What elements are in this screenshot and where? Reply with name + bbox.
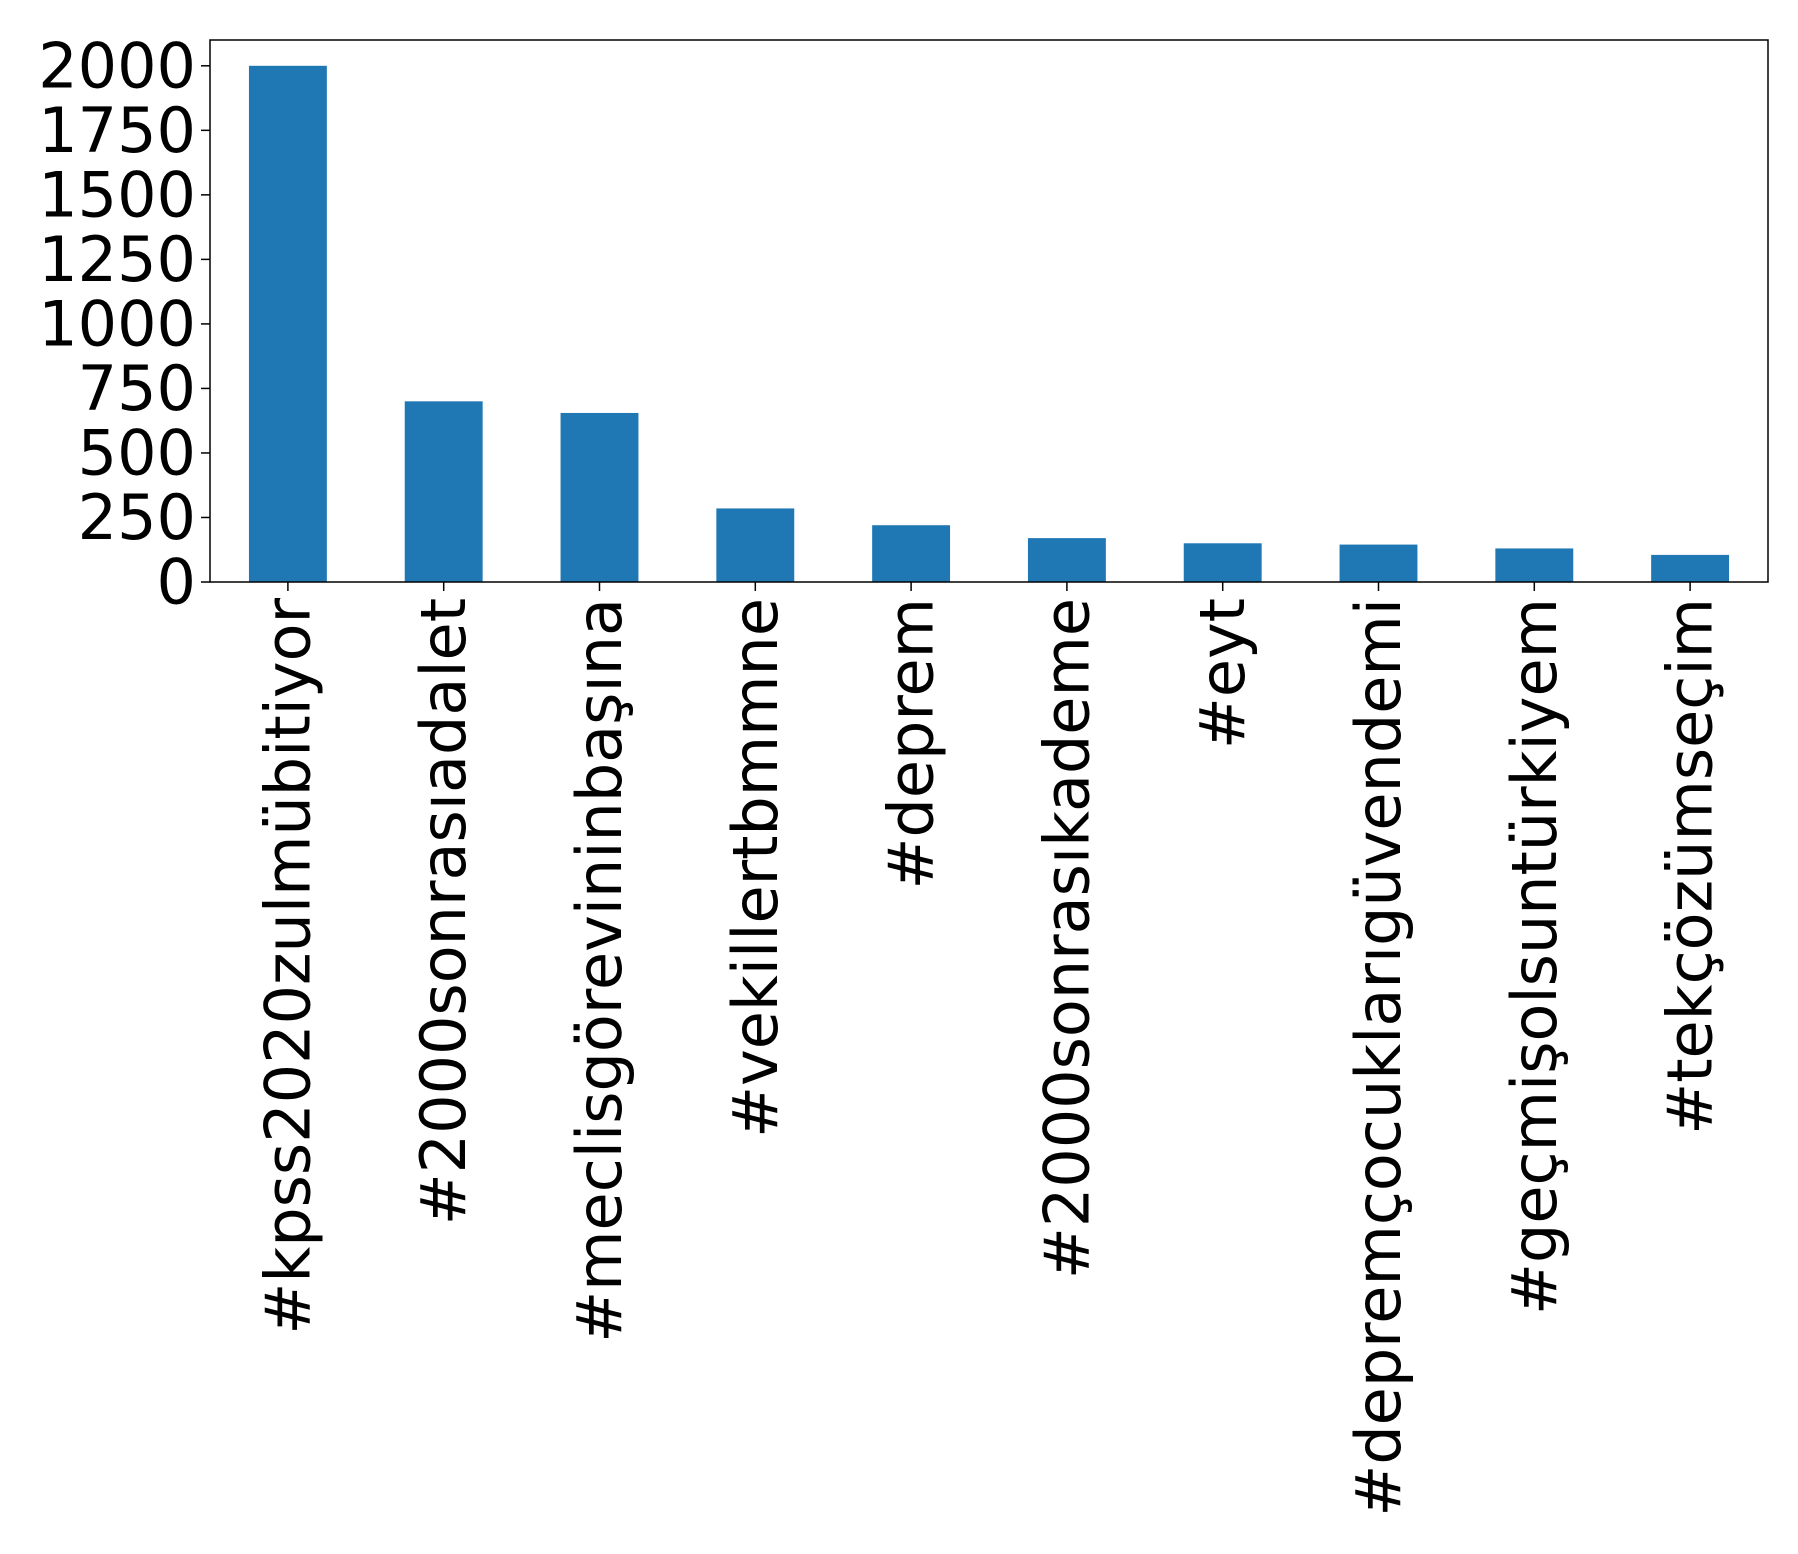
bar-10 [1651,554,1730,582]
x-tick-label: #eyt [1186,598,1259,749]
x-tick-label: #depremçocuklarıgüvendemi [1342,598,1415,1517]
bar-6 [1027,538,1106,582]
bar-2 [404,401,483,582]
x-tick-label: #tekçözümseçim [1654,598,1727,1135]
y-tick-label: 0 [157,546,196,619]
x-tick-label: #kpss2020zulmübitiyor [251,598,324,1335]
y-tick-label: 500 [78,416,196,489]
x-axis: #kpss2020zulmübitiyor #2000sonrasıadalet #… [251,582,1727,1517]
y-tick-label: 2000 [38,29,196,102]
bar-9 [1495,548,1574,582]
bar-7 [1183,543,1262,582]
bar-4 [716,508,795,582]
y-tick-label: 1250 [38,223,196,296]
x-tick-label: #2000sonrasıadalet [407,598,480,1225]
plot-frame [209,39,1769,583]
bars-group [248,65,1730,583]
x-tick-label: #deprem [875,598,948,889]
x-tick-label: #2000sonrasıkademe [1030,598,1103,1279]
y-tick-label: 1750 [38,94,196,167]
y-tick-label: 1500 [38,158,196,231]
y-tick-label: 750 [78,352,196,425]
bar-1 [248,65,327,583]
x-tick-label: #geçmişolsuntürkiyem [1498,598,1571,1315]
bar-5 [872,525,951,582]
x-tick-label: #meclisgörevininbaşına [563,598,636,1343]
x-tick-label: #vekillertbmmne [719,598,792,1138]
y-tick-label: 1000 [38,287,196,360]
bar-3 [560,412,639,582]
y-tick-label: 250 [78,481,196,554]
bar-8 [1339,544,1418,582]
